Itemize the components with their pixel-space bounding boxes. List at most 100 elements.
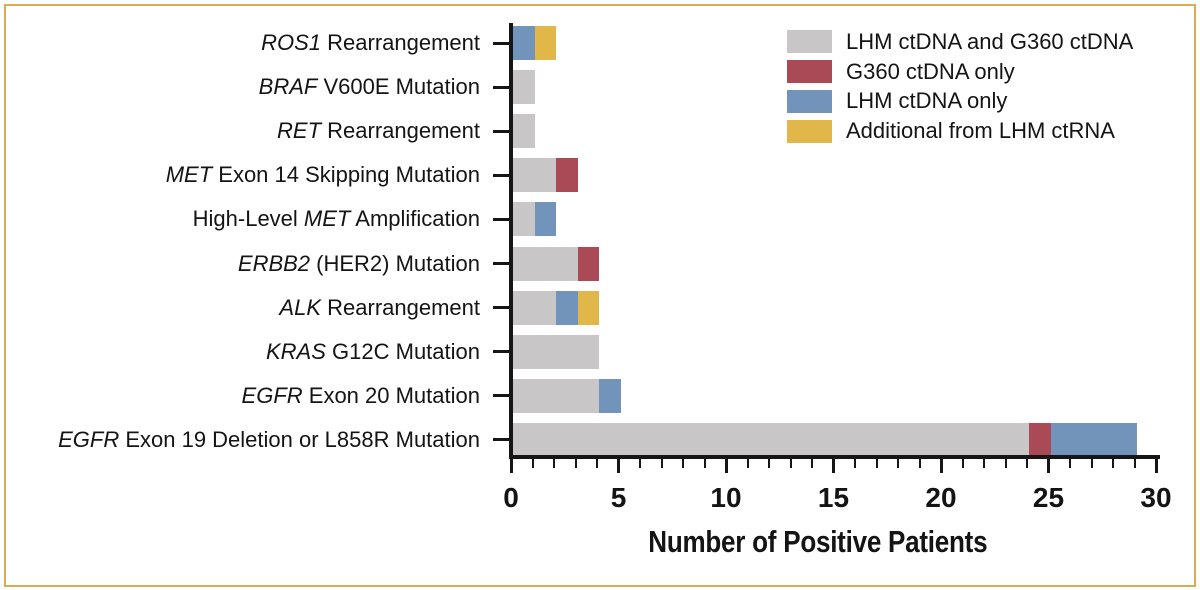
bar-segment-lhm_only [513,26,535,60]
y-axis-tick [493,173,509,177]
category-label: EGFR Exon 20 Mutation [242,382,480,410]
gene-symbol: RET [277,118,322,144]
x-axis-minor-tick [1004,459,1007,468]
bar-segment-lhm_and_g360 [513,158,556,193]
x-axis-tick-label: 0 [503,482,519,513]
label-text: G12C Mutation [325,338,480,364]
x-axis-minor-tick [746,459,749,468]
x-axis-minor-tick [703,459,706,468]
x-axis-minor-tick [961,459,964,468]
bar-segment-lhm_and_g360 [513,422,1029,457]
x-axis-tick-label: 5 [610,482,627,513]
category-label: ALK Rearrangement [279,294,480,322]
x-axis-minor-tick [1026,459,1028,468]
x-axis-minor-tick [854,459,856,468]
y-axis-tick [493,306,509,310]
legend-item: Additional from LHM ctRNA [787,116,1133,146]
category-label: ERBB2 (HER2) Mutation [238,250,480,278]
legend-label: G360 ctDNA only [846,58,1015,84]
gene-symbol: ERBB2 [237,250,311,276]
bar-segment-lhm_and_g360 [513,334,599,369]
category-label: EGFR Exon 19 Deletion or L858R Mutation [58,426,480,454]
legend-item: LHM ctDNA only [787,87,1133,117]
bar [513,378,621,413]
legend-swatch-lhm_and_g360 [787,30,832,54]
bar-segment-lhm_and_g360 [513,114,535,149]
y-axis-tick [493,217,509,221]
x-axis-title: Number of Positive Patients [648,524,988,559]
x-axis-minor-tick [531,459,534,468]
label-text: (HER2) Mutation [310,250,480,276]
x-axis-title-wrap: Number of Positive Patients [493,524,1143,560]
x-axis-minor-tick [639,459,641,468]
x-axis-minor-tick [875,459,878,468]
x-axis-minor-tick [918,459,921,468]
label-text: Rearrangement [321,118,480,144]
x-axis-minor-tick [811,459,813,468]
bar-segment-lhm_and_g360 [513,378,599,413]
bar-segment-ctrna [534,26,556,60]
x-axis-tick-label: 30 [1140,482,1172,513]
bar-segment-lhm_only [534,202,556,237]
label-text: Exon 19 Deletion or L858R Mutation [119,426,480,452]
gene-symbol: EGFR [241,382,303,408]
bar [513,70,535,105]
gene-symbol: KRAS [266,338,326,364]
label-text: Amplification [350,206,480,232]
bar-segment-g360_only [556,158,578,193]
x-axis-major-tick [1047,459,1050,473]
label-text: V600E Mutation [317,74,480,100]
legend-label: LHM ctDNA and G360 ctDNA [846,28,1134,54]
bar [513,114,535,149]
bar [513,290,599,325]
category-label: KRAS G12C Mutation [266,338,480,366]
y-axis-tick [493,85,509,89]
x-axis-minor-tick [1090,459,1093,468]
label-text: Exon 14 Skipping Mutation [212,162,480,188]
legend-label: LHM ctDNA only [846,88,1008,114]
x-axis-major-tick [939,459,943,473]
category-label: High-Level MET Amplification [193,205,480,233]
x-axis-minor-tick [553,459,555,468]
y-axis-tick [493,394,509,398]
gene-symbol: BRAF [258,74,318,100]
bar-segment-ctrna [577,290,599,325]
legend: LHM ctDNA and G360 ctDNA G360 ctDNA only L… [787,27,1133,146]
x-axis-tick-label: 10 [710,482,742,513]
x-axis-minor-tick [1112,459,1114,468]
bar [513,158,578,193]
bar-segment-lhm_only [1050,422,1137,457]
bar-segment-g360_only [577,246,599,281]
x-axis-minor-tick [1069,459,1071,468]
legend-label: Additional from LHM ctRNA [846,118,1115,144]
x-axis-tick-label: 15 [817,482,850,513]
gene-symbol: MET [165,162,213,188]
label-text: Rearrangement [321,294,480,320]
bar-segment-g360_only [1029,422,1051,457]
label-text: Exon 20 Mutation [302,382,480,408]
bar [513,422,1137,457]
bar-segment-lhm_only [556,290,578,325]
category-label: MET Exon 14 Skipping Mutation [166,161,480,189]
bar-segment-lhm_and_g360 [513,70,535,105]
x-axis-major-tick [832,459,835,473]
y-axis-line [509,23,513,459]
x-axis-minor-tick [789,459,792,468]
bar-segment-lhm_and_g360 [513,246,578,281]
x-axis-minor-tick [983,459,985,468]
x-axis-minor-tick [768,459,770,468]
legend-item: LHM ctDNA and G360 ctDNA [787,27,1133,57]
gene-symbol: ALK [279,294,322,320]
x-axis-minor-tick [682,459,684,468]
x-axis-minor-tick [660,459,663,468]
x-axis-major-tick [509,459,513,473]
gene-symbol: EGFR [58,426,120,452]
x-axis-major-tick [1154,459,1158,473]
x-axis-major-tick [617,459,620,473]
category-label: BRAF V600E Mutation [259,73,480,101]
bar [513,202,556,237]
bar-segment-lhm_and_g360 [513,290,556,325]
y-axis-tick [493,438,509,442]
bar [513,246,599,281]
